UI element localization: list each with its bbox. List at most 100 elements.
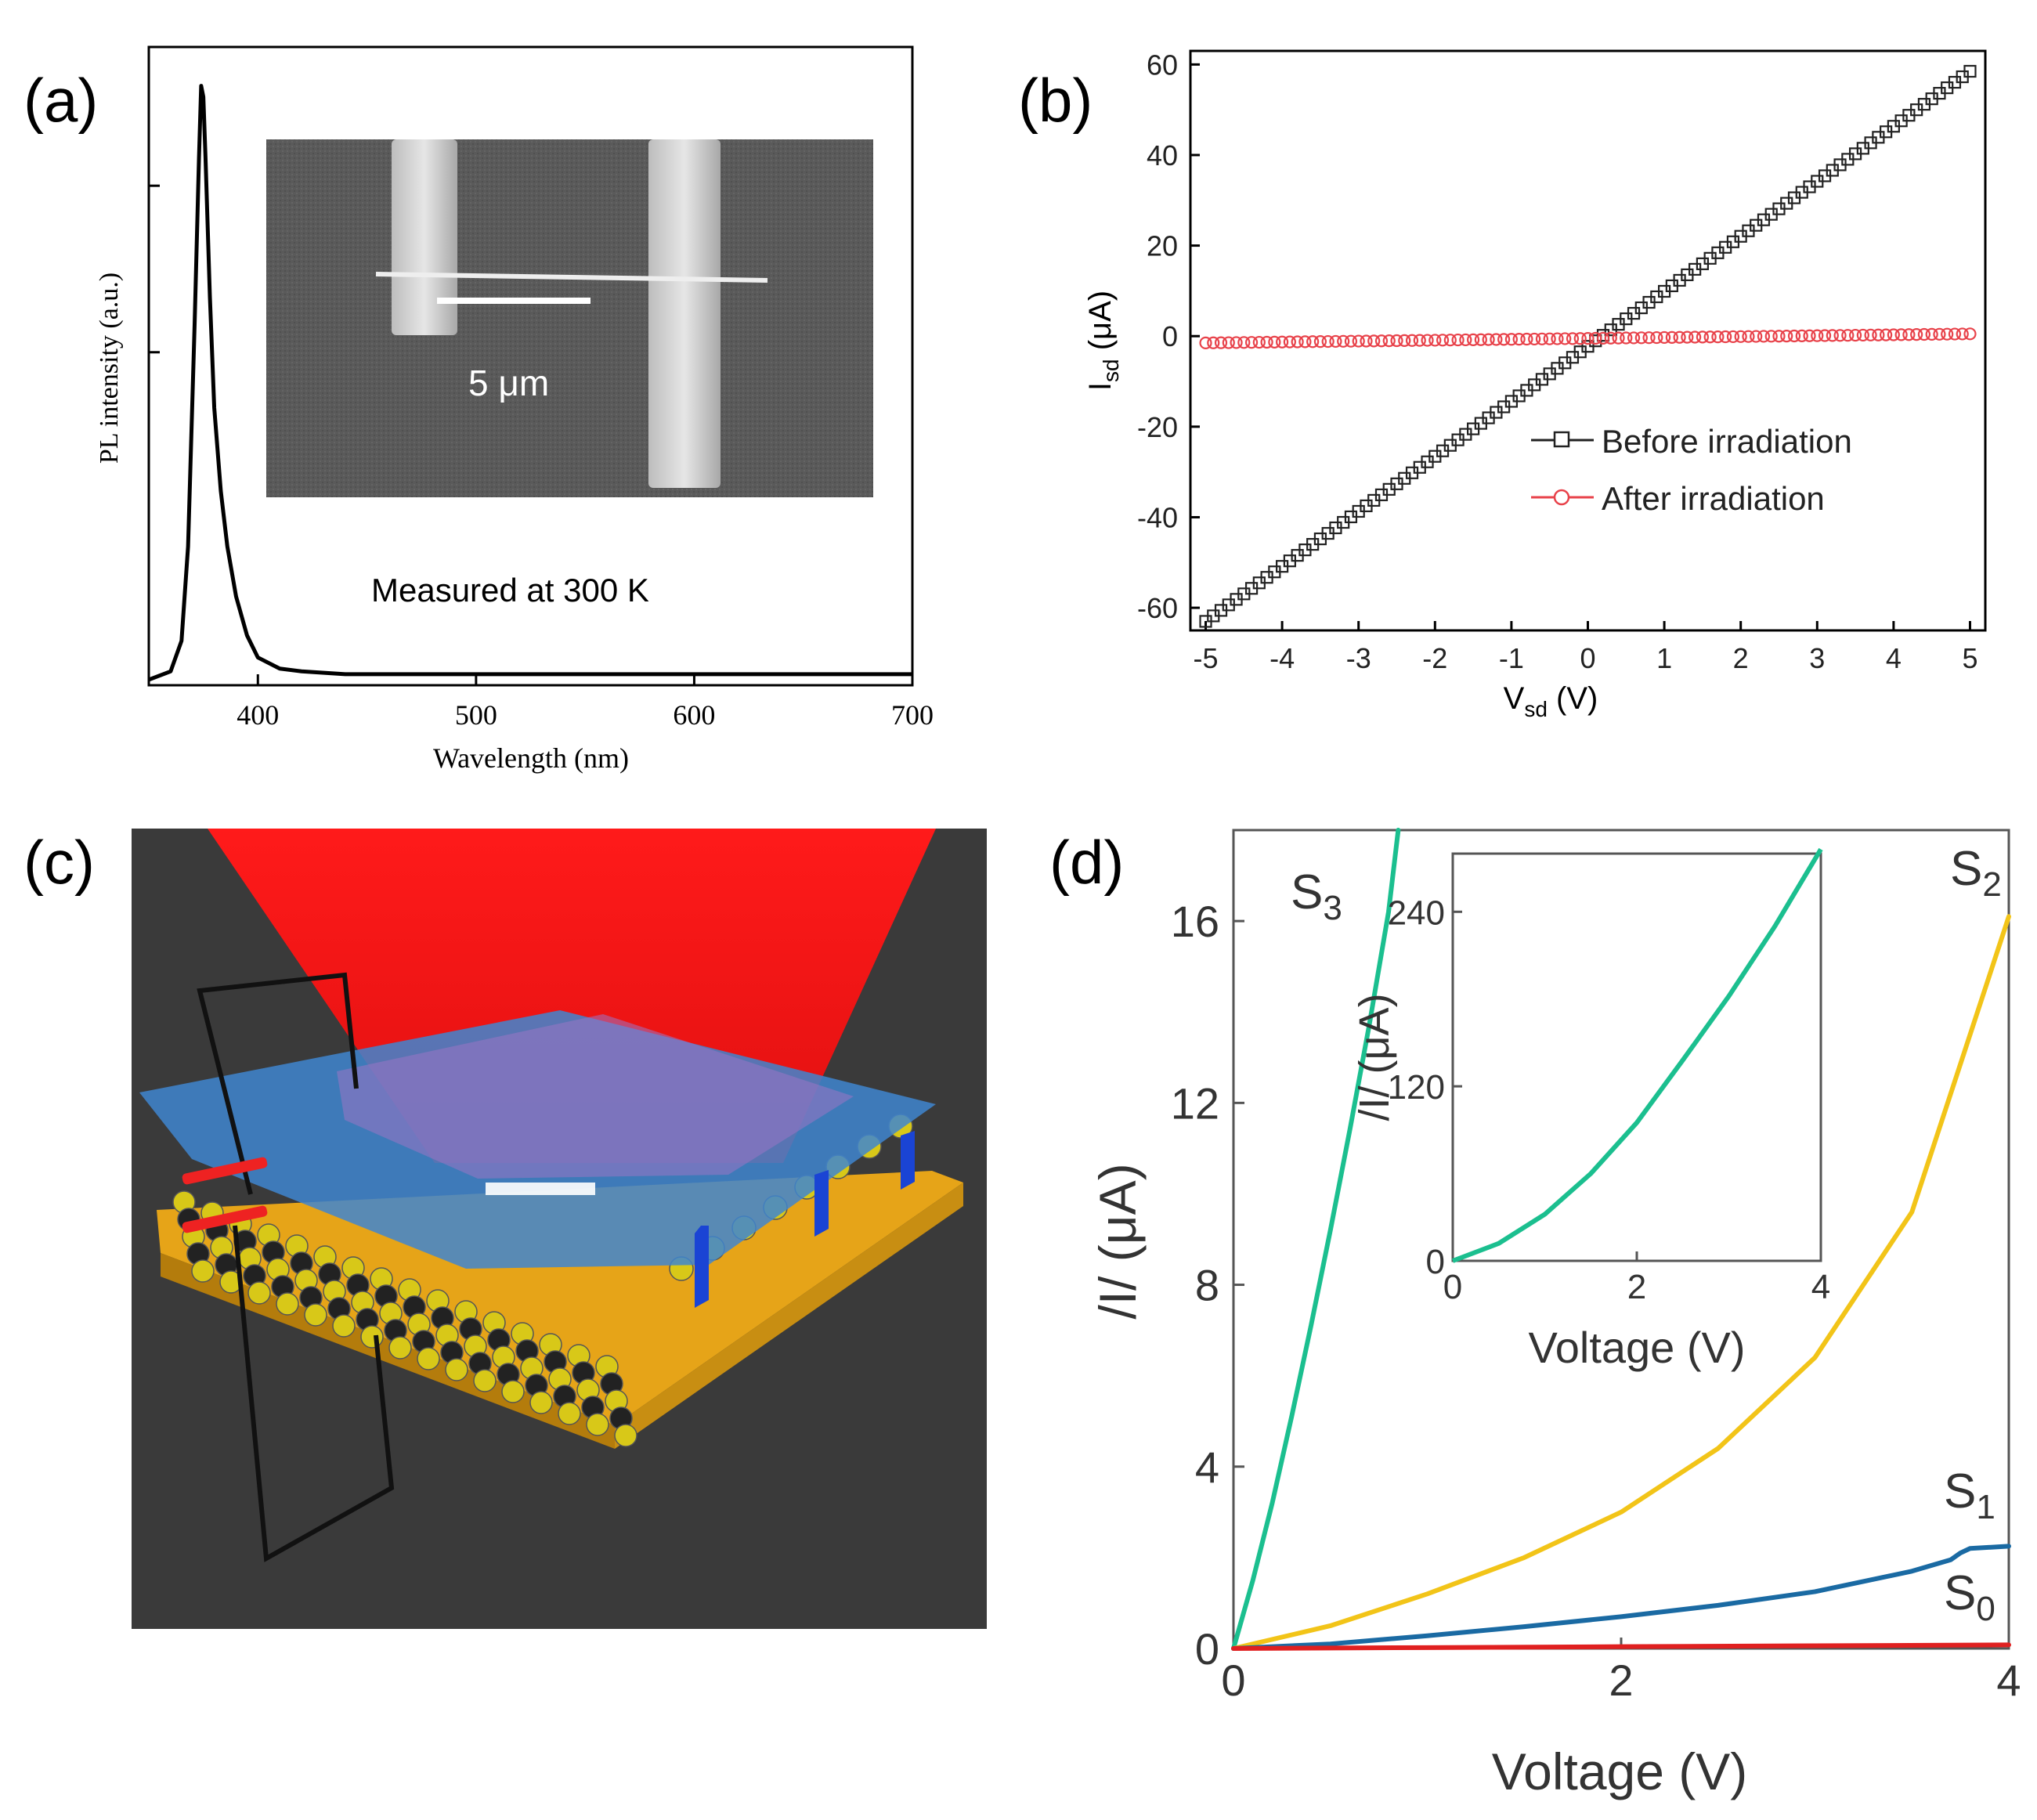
data-point-after (1451, 333, 1465, 347)
series-label-s2: S2 (1950, 842, 2002, 904)
data-point-after (1504, 333, 1519, 346)
data-point-after (1864, 328, 1877, 341)
nanoparticle (417, 1347, 440, 1370)
data-point-after (1344, 334, 1358, 348)
inset-x-tick-label-d: 2 (1627, 1268, 1646, 1306)
nanoparticle (614, 1424, 637, 1447)
legend-label-after: After irradiation (1602, 480, 1825, 517)
data-point-after (1443, 334, 1457, 347)
data-point-after (1604, 331, 1617, 345)
inset-series-group-d (1451, 847, 1823, 1263)
nanoparticle (529, 1391, 553, 1414)
data-point-after (1703, 330, 1717, 344)
y-tick-label-d: 0 (1195, 1624, 1219, 1674)
inset-x-axis-label-d: Voltage (V) (1528, 1323, 1745, 1372)
data-point-after (1474, 333, 1487, 346)
series-line-s3 (1231, 828, 1401, 1651)
data-point-after (1688, 330, 1702, 344)
x-tick-label-b: 1 (1656, 642, 1672, 674)
data-point-after (1421, 334, 1434, 347)
inset-frame-d (1451, 852, 1822, 1262)
series-group-a (148, 84, 912, 682)
x-tick-label-b: -1 (1499, 642, 1524, 674)
data-point-after (1581, 332, 1595, 345)
data-point-after (1589, 331, 1602, 345)
y-tick-label-b: 40 (1147, 139, 1178, 172)
series-label-s1: S1 (1944, 1464, 1995, 1526)
nanoparticle (247, 1281, 271, 1305)
data-point-after (1742, 330, 1755, 343)
nanoparticle (332, 1314, 356, 1338)
data-point-after (1244, 336, 1259, 349)
data-point-after (1826, 329, 1839, 342)
axis-ticks-b: -5 -4 -3 -2 -1 0 1 2 3 4 5 -60 -40 -20 0 20 40 60 (1137, 49, 1978, 674)
data-point-after (1596, 331, 1610, 345)
data-point-after (1337, 334, 1350, 348)
inset-y-axis-label-d: /I/ (μA) (1351, 993, 1398, 1121)
contact-probe (182, 1157, 268, 1185)
data-point-after (1650, 330, 1663, 345)
data-point-after (1360, 334, 1373, 348)
x-tick-label-a: 400 (237, 699, 279, 731)
data-point-after (1833, 329, 1847, 342)
gold-substrate (157, 1171, 963, 1425)
data-point-after (1856, 328, 1869, 342)
data-point-after (1956, 327, 1969, 341)
x-tick-label-d: 4 (1996, 1656, 2021, 1705)
data-point-after (1497, 333, 1511, 346)
data-point-after (1260, 335, 1273, 349)
x-tick-label-b: 0 (1580, 642, 1595, 674)
nanoparticle (276, 1292, 299, 1316)
legend-label-before: Before irradiation (1602, 423, 1852, 460)
data-point-after (1535, 332, 1549, 345)
data-point-after (1711, 330, 1725, 344)
x-tick-label-d: 0 (1221, 1656, 1245, 1705)
data-point-after (1573, 332, 1587, 345)
series-line-s2 (1231, 914, 2011, 1651)
data-point-after (1313, 335, 1327, 348)
data-point-after (1880, 328, 1893, 341)
y-axis-label-d: /I/ (μA) (1089, 1163, 1147, 1319)
y-tick-label-d: 16 (1171, 897, 1219, 946)
data-point-after (1787, 329, 1801, 343)
x-tick-label-b: 2 (1733, 642, 1749, 674)
panel-label-b: (b) (1018, 66, 1093, 135)
data-point-after (1352, 334, 1365, 348)
data-point-after (1558, 332, 1572, 345)
scale-bar (437, 298, 591, 304)
data-point-after (1772, 330, 1786, 343)
data-point-after (1382, 334, 1396, 348)
data-point-after (1482, 333, 1495, 346)
inset-y-tick-label-d: 240 (1388, 894, 1445, 932)
x-tick-label-b: -5 (1194, 642, 1219, 674)
data-point-after (1941, 327, 1954, 341)
data-point-after (1405, 334, 1419, 347)
data-point-after (1757, 330, 1771, 343)
y-tick-label-d: 4 (1195, 1443, 1219, 1492)
data-point-after (1902, 328, 1916, 341)
data-point-after (1681, 330, 1694, 344)
data-point-after (1222, 336, 1235, 349)
inset-y-tick-label-d: 120 (1388, 1068, 1445, 1107)
data-point-after (1283, 335, 1296, 348)
legend-b: Before irradiation After irradiation (1531, 423, 1852, 517)
data-point-after (1887, 328, 1900, 341)
data-point-after (1268, 335, 1281, 348)
x-tick-label-a: 700 (891, 699, 934, 731)
data-point-after (1803, 329, 1816, 342)
panel-a: (a) 400 500 600 700 5 μm Measured at 300 K … (23, 45, 934, 774)
x-tick-label-a: 500 (455, 699, 497, 731)
data-point-after (1818, 329, 1832, 342)
data-point-after (1298, 335, 1312, 348)
y-tick-label-b: -20 (1137, 411, 1178, 443)
nanodevice-schematic (132, 829, 987, 1629)
data-point-after (1925, 327, 1938, 341)
data-point-after (1910, 328, 1923, 341)
data-point-after (1726, 330, 1740, 344)
x-axis-label-b: Vsd (V) (1504, 681, 1598, 721)
y-axis-label-b: Isd (μA) (1083, 291, 1123, 391)
data-point-after (1199, 336, 1212, 349)
data-point-after (1764, 330, 1778, 343)
